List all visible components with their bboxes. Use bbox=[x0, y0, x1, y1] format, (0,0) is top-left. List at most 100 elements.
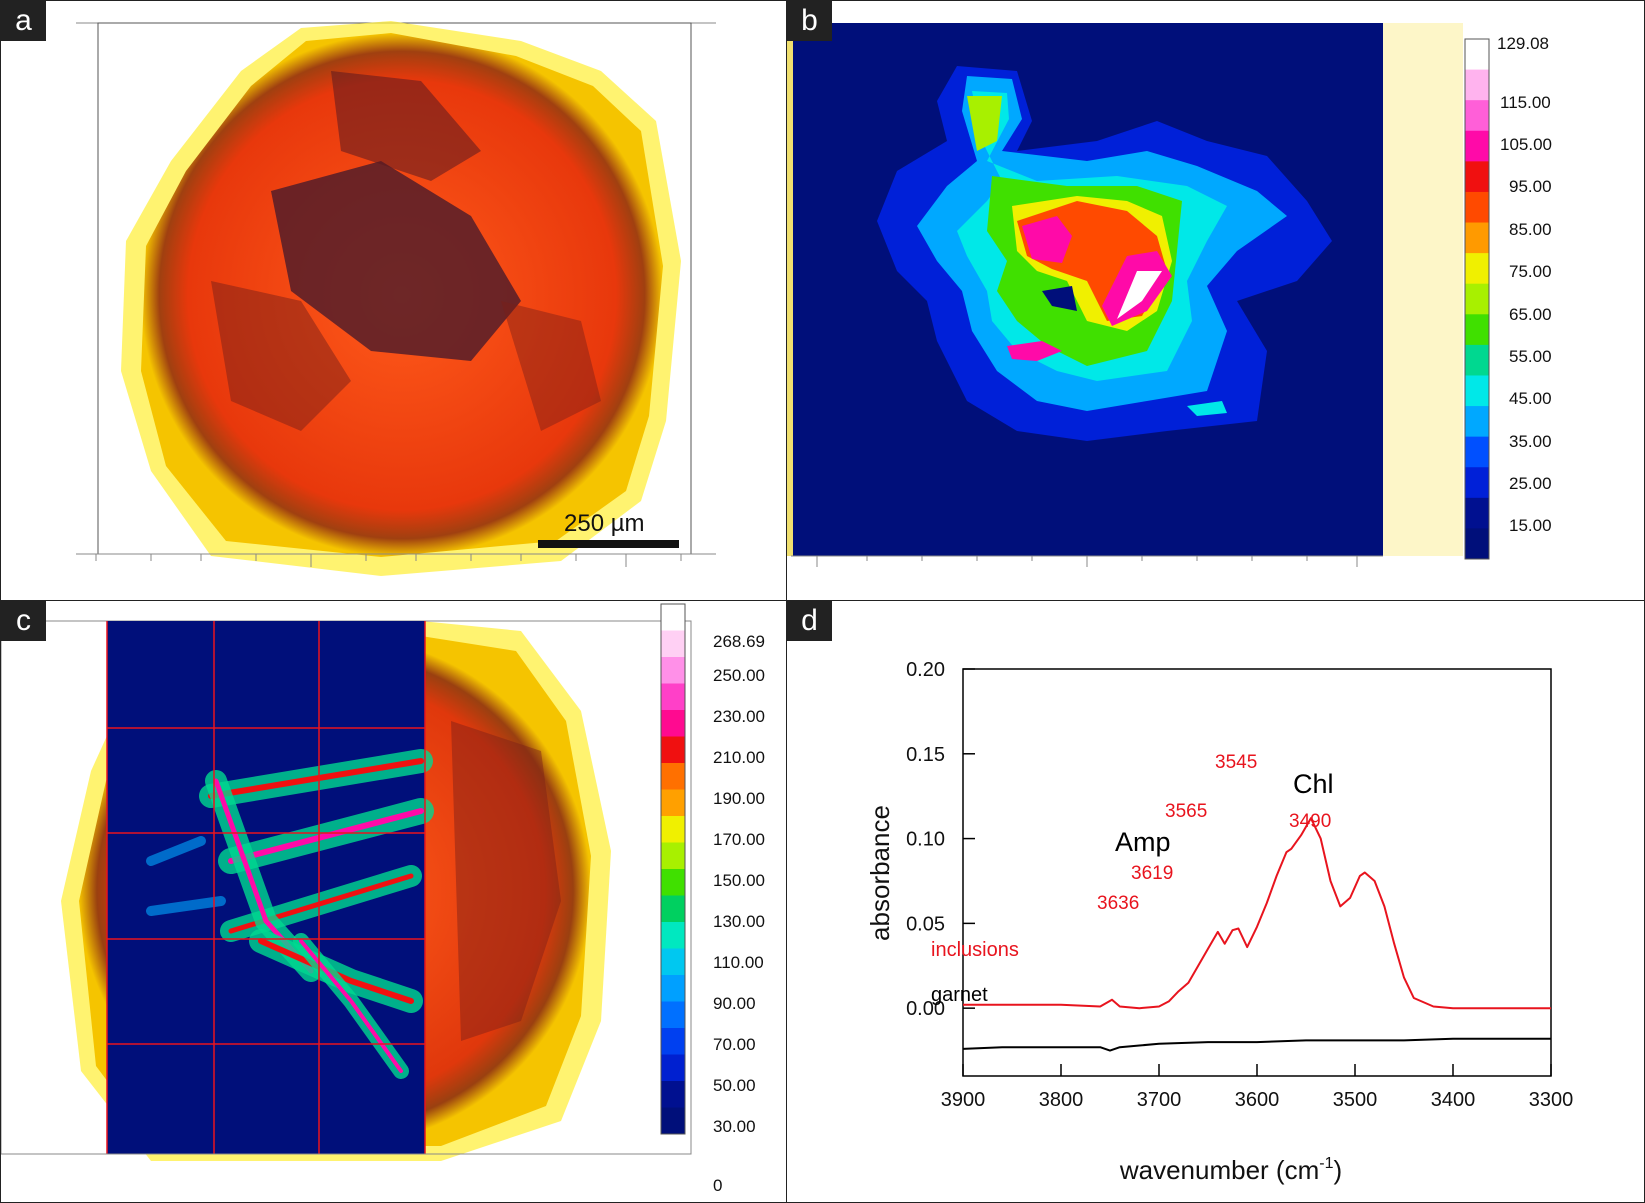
colorbar-b-label: 55.00 bbox=[1509, 347, 1552, 366]
scale-bar-label: 250 µm bbox=[564, 510, 645, 537]
panel-label-b: b bbox=[787, 1, 832, 41]
colorbar-c-swatch bbox=[661, 816, 685, 843]
colorbar-c-swatch bbox=[661, 948, 685, 976]
colorbar-c-swatch bbox=[661, 789, 685, 817]
annotation-3490: 3490 bbox=[1289, 811, 1331, 832]
colorbar-c-label: 70.00 bbox=[713, 1035, 756, 1054]
colorbar-c-label: 250.00 bbox=[713, 666, 765, 685]
colorbar-c-swatch bbox=[661, 710, 685, 737]
panel-b: 129.08 115.00 105.00 95.00 85.00 75.00 6… bbox=[786, 0, 1645, 602]
colorbar-c-label: 150.00 bbox=[713, 871, 765, 890]
colorbar-c-outline bbox=[660, 603, 686, 1135]
mapping-grid bbox=[106, 621, 426, 1154]
x-axis-label-close: ) bbox=[1333, 1155, 1342, 1185]
panel-label-d: d bbox=[787, 601, 832, 641]
colorbar-b-label: 25.00 bbox=[1509, 474, 1552, 493]
x-tick-label: 3300 bbox=[1529, 1089, 1574, 1111]
colorbar-c-swatch bbox=[661, 1001, 685, 1029]
colorbar-c-swatch bbox=[661, 1028, 685, 1055]
colorbar-c-swatch bbox=[661, 869, 685, 896]
colorbar-b-outline bbox=[1464, 38, 1490, 560]
y-tick-label: 0.10 bbox=[906, 829, 945, 851]
y-tick-label: 0.15 bbox=[906, 744, 945, 766]
colorbar-c-label: 30.00 bbox=[713, 1117, 756, 1136]
colorbar-c-swatch bbox=[661, 1107, 685, 1135]
x-axis-label: wavenumber (cm-1) bbox=[1119, 1155, 1342, 1185]
colorbar-b-swatch bbox=[1465, 497, 1489, 529]
x-tick-label: 3600 bbox=[1235, 1089, 1280, 1111]
inclusion-streaks bbox=[146, 749, 434, 1079]
colorbar-b-swatch bbox=[1465, 253, 1489, 285]
colorbar-c bbox=[660, 603, 686, 1135]
colorbar-b-label: 85.00 bbox=[1509, 220, 1552, 239]
optical-micrograph: 250 µm bbox=[76, 21, 716, 576]
colorbar-b-label: 65.00 bbox=[1509, 305, 1552, 324]
colorbar-c-swatch bbox=[661, 1081, 685, 1108]
colorbar-c-label: 110.00 bbox=[713, 953, 764, 972]
series-lines bbox=[962, 817, 1551, 1052]
panel-label-c: c bbox=[1, 601, 46, 641]
colorbar-b-swatch bbox=[1465, 130, 1489, 162]
annotation-garnet: garnet bbox=[931, 984, 988, 1006]
colorbar-b-label: 105.00 bbox=[1500, 135, 1552, 154]
colorbar-b-label: 45.00 bbox=[1509, 389, 1552, 408]
colorbar-b-swatch bbox=[1465, 436, 1489, 468]
absorbance-spectrum-chart: 0.20 0.15 0.10 0.05 0.00 3900 3800 3700 3600 350… bbox=[865, 659, 1574, 1185]
colorbar-b-swatch bbox=[1465, 314, 1489, 346]
colorbar-b bbox=[1464, 38, 1490, 560]
colorbar-c-label: 170.00 bbox=[713, 830, 765, 849]
colorbar-b-swatch bbox=[1465, 528, 1489, 560]
colorbar-b-swatch bbox=[1465, 39, 1489, 71]
colorbar-b-label: 75.00 bbox=[1509, 262, 1552, 281]
annotation-amp: Amp bbox=[1115, 827, 1171, 857]
x-tick-label: 3900 bbox=[941, 1089, 986, 1111]
colorbar-c-swatch bbox=[661, 922, 685, 949]
colorbar-c-label: 210.00 bbox=[713, 748, 765, 767]
colorbar-c-swatch bbox=[661, 763, 685, 790]
colorbar-b-label: 129.08 bbox=[1497, 34, 1549, 53]
colorbar-b-label: 15.00 bbox=[1509, 516, 1552, 535]
x-tick-label: 3400 bbox=[1431, 1089, 1476, 1111]
colorbar-c-label: 190.00 bbox=[713, 789, 765, 808]
annotation-chl: Chl bbox=[1293, 769, 1334, 799]
colorbar-b-label: 115.00 bbox=[1500, 93, 1551, 112]
x-tick-label: 3500 bbox=[1333, 1089, 1378, 1111]
x-axis-label-sup: -1 bbox=[1319, 1155, 1333, 1172]
y-tick-label: 0.05 bbox=[906, 913, 945, 935]
colorbar-c-swatch bbox=[661, 842, 685, 870]
x-axis-label-text: wavenumber (cm bbox=[1119, 1155, 1319, 1185]
ftir-map-c: 268.69 250.00 230.00 210.00 190.00 170.0… bbox=[1, 603, 765, 1195]
colorbar-c-swatch bbox=[661, 975, 685, 1002]
colorbar-c-swatch bbox=[661, 895, 685, 923]
colorbar-b-labels: 129.08 115.00 105.00 95.00 85.00 75.00 6… bbox=[1497, 34, 1552, 535]
colorbar-c-label: 0 bbox=[713, 1176, 722, 1195]
colorbar-c-label: 230.00 bbox=[713, 707, 765, 726]
panel-d: 0.20 0.15 0.10 0.05 0.00 3900 3800 3700 3600 350… bbox=[786, 600, 1645, 1203]
colorbar-b-label: 35.00 bbox=[1509, 432, 1552, 451]
plot-frame bbox=[962, 668, 1552, 1077]
colorbar-b-swatch bbox=[1465, 344, 1489, 376]
colorbar-c-swatch bbox=[661, 683, 685, 711]
map-contours bbox=[877, 66, 1332, 441]
y-axis-label: absorbance bbox=[865, 805, 895, 941]
panel-label-a: a bbox=[1, 1, 46, 41]
colorbar-b-swatch bbox=[1465, 375, 1489, 407]
colorbar-c-swatch bbox=[661, 1054, 685, 1082]
colorbar-b-swatch bbox=[1465, 191, 1489, 224]
colorbar-b-swatch bbox=[1465, 161, 1489, 193]
y-tick-label: 0.00 bbox=[906, 998, 945, 1020]
annotation-3545: 3545 bbox=[1215, 752, 1257, 773]
y-ticks: 0.20 0.15 0.10 0.05 0.00 bbox=[906, 659, 975, 1020]
y-tick-label: 0.20 bbox=[906, 659, 945, 681]
colorbar-c-swatch bbox=[661, 630, 685, 658]
series-inclusions bbox=[963, 817, 1551, 1010]
annotation-inclusions: inclusions bbox=[931, 939, 1019, 961]
annotation-3619: 3619 bbox=[1131, 863, 1173, 884]
x-tick-label: 3700 bbox=[1137, 1089, 1182, 1111]
colorbar-c-swatch bbox=[661, 657, 685, 684]
colorbar-b-swatch bbox=[1465, 283, 1489, 315]
colorbar-b-swatch bbox=[1465, 222, 1489, 254]
colorbar-c-swatch bbox=[661, 736, 685, 764]
series-garnet bbox=[962, 1037, 1551, 1052]
x-ticks: 3900 3800 3700 3600 3500 3400 3300 bbox=[941, 1064, 1574, 1111]
